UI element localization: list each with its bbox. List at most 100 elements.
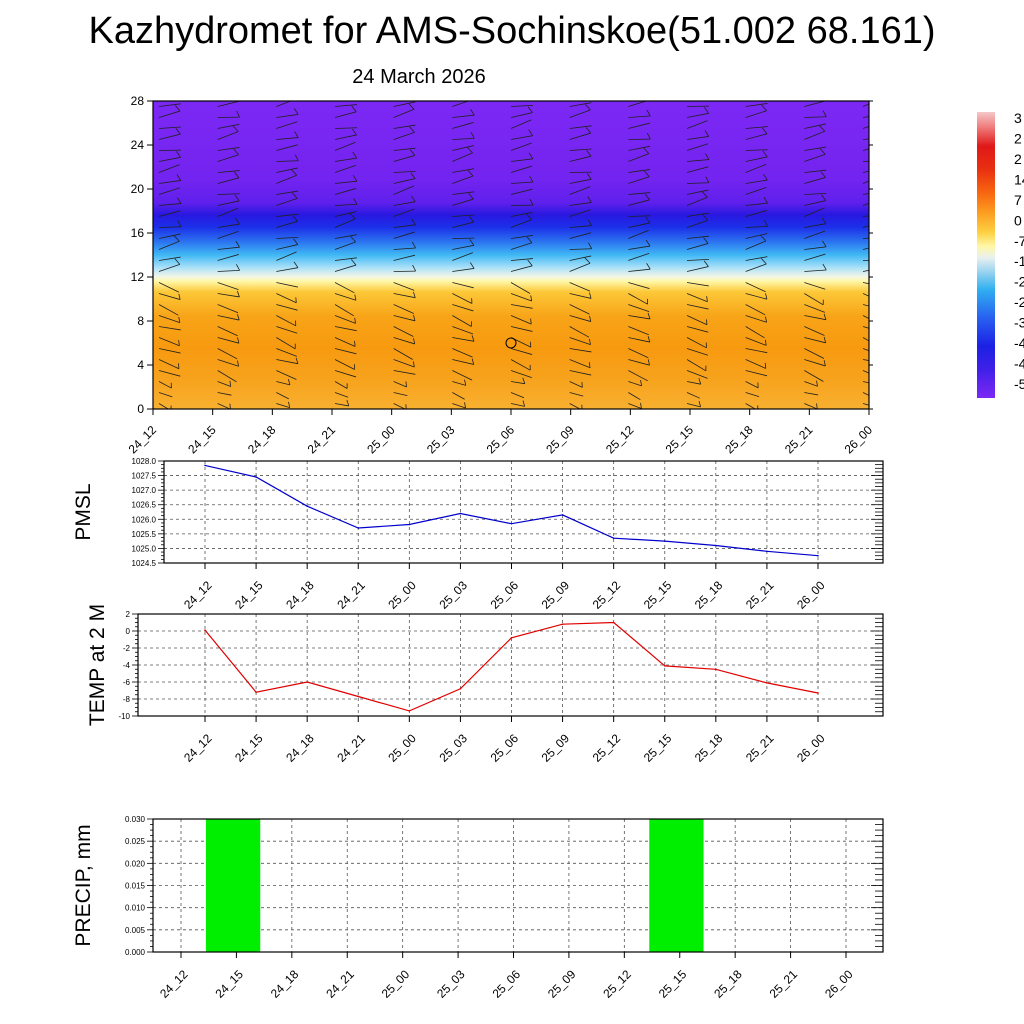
wind-barb <box>217 207 239 217</box>
y-tick-label: 1028.0 <box>132 457 157 466</box>
pmsl-data-point <box>204 464 206 467</box>
wind-barb <box>510 381 525 385</box>
wind-barb <box>510 370 532 379</box>
wind-barb-flag <box>354 294 357 301</box>
wind-barb <box>158 180 181 184</box>
x-tick-label: 24_12 <box>157 967 191 1001</box>
wind-barb-flag <box>467 170 474 177</box>
wind-barb <box>452 381 466 386</box>
wind-barb <box>745 149 768 151</box>
wind-barb <box>217 315 240 321</box>
wind-barb <box>158 337 180 347</box>
pmsl-data-point <box>766 550 768 553</box>
wind-barb-flag <box>702 214 709 221</box>
wind-barb <box>628 252 650 261</box>
wind-barb <box>862 180 869 184</box>
wind-barb <box>862 359 869 361</box>
wind-barb-flag <box>584 257 591 264</box>
wind-barb-flag <box>821 194 827 201</box>
y-tick-label: 2 <box>126 610 131 619</box>
colorbar-label: -1 <box>1014 253 1024 269</box>
wind-barb <box>510 135 533 140</box>
wind-barb <box>569 148 592 151</box>
wind-barb <box>862 381 869 384</box>
wind-barb <box>510 293 532 302</box>
wind-barb <box>158 203 181 206</box>
wind-barb <box>158 326 181 331</box>
wind-barb <box>393 370 416 375</box>
wind-barb <box>393 282 415 291</box>
x-tick-label: 25_06 <box>488 731 522 765</box>
wind-barb <box>158 126 181 129</box>
x-tick-label: 24_18 <box>283 731 317 765</box>
wind-barb <box>158 263 180 272</box>
wind-barb <box>745 282 766 293</box>
wind-barb <box>334 104 357 107</box>
colorbar-label: -3 <box>1014 315 1024 331</box>
wind-barb <box>393 224 416 228</box>
y-tick-label: 1025.0 <box>132 544 157 553</box>
wind-barb-flag <box>288 401 291 408</box>
wind-barb-flag <box>176 174 182 181</box>
wind-barb-flag <box>589 315 592 322</box>
wind-barb <box>452 370 473 381</box>
wind-barb <box>334 218 356 228</box>
wind-barb <box>393 348 413 360</box>
wind-barb-flag <box>822 263 827 271</box>
wind-barb <box>745 110 767 118</box>
wind-barb-flag <box>875 379 877 385</box>
x-tick-label: 25_06 <box>490 967 524 1001</box>
wind-barb <box>628 222 650 228</box>
colorbar-label: -5 <box>1014 376 1024 392</box>
wind-barb <box>804 130 825 140</box>
wind-barb-flag <box>875 402 876 408</box>
wind-barb <box>276 348 298 357</box>
temp-data-point <box>766 682 768 684</box>
pmsl-data-point <box>561 514 564 516</box>
wind-barb-flag <box>351 105 357 113</box>
plot-frame <box>163 460 884 564</box>
wind-barb <box>745 156 768 162</box>
wind-barb <box>452 337 475 342</box>
wind-barb <box>569 178 592 184</box>
wind-barb-flag <box>232 125 239 132</box>
wind-barb <box>510 403 525 407</box>
wind-barb <box>628 293 648 305</box>
wind-barb-flag <box>763 220 768 227</box>
y-tick-label: -10 <box>118 712 130 721</box>
wind-barb <box>276 337 296 350</box>
wind-barb <box>862 370 869 374</box>
wind-barb <box>686 304 709 310</box>
wind-barb <box>569 209 591 217</box>
wind-barb-flag <box>647 336 651 343</box>
wind-barb <box>628 145 651 151</box>
x-tick-label: 26_00 <box>822 967 856 1001</box>
temp-data-point <box>204 629 206 631</box>
wind-barb <box>686 326 709 333</box>
wind-barb <box>862 170 869 173</box>
wind-barb <box>510 265 533 272</box>
wind-barb-flag <box>237 360 239 367</box>
x-tick-label: 25_15 <box>641 578 675 612</box>
wind-barb-flag <box>234 171 240 179</box>
wind-barb <box>158 256 181 261</box>
pmsl-data-point <box>817 554 819 557</box>
wind-barb <box>745 256 768 261</box>
wind-barb <box>510 392 525 399</box>
wind-barb <box>452 252 474 261</box>
wind-barb-flag <box>412 264 417 272</box>
wind-barb-flag <box>410 195 416 202</box>
wind-barb-flag <box>764 362 767 369</box>
temp-data-point <box>408 710 411 712</box>
x-tick-label: 25_00 <box>385 731 419 765</box>
wind-barb <box>804 146 827 151</box>
wind-barb <box>393 147 416 151</box>
wind-barb <box>569 282 591 292</box>
wind-barb-flag <box>233 148 239 155</box>
wind-barb <box>510 188 533 195</box>
wind-barb-flag <box>351 128 357 136</box>
heatmap-x-tick-label: 25_12 <box>603 423 637 457</box>
wind-barb <box>393 247 416 250</box>
wind-barb <box>276 101 292 107</box>
wind-barb <box>334 241 356 250</box>
